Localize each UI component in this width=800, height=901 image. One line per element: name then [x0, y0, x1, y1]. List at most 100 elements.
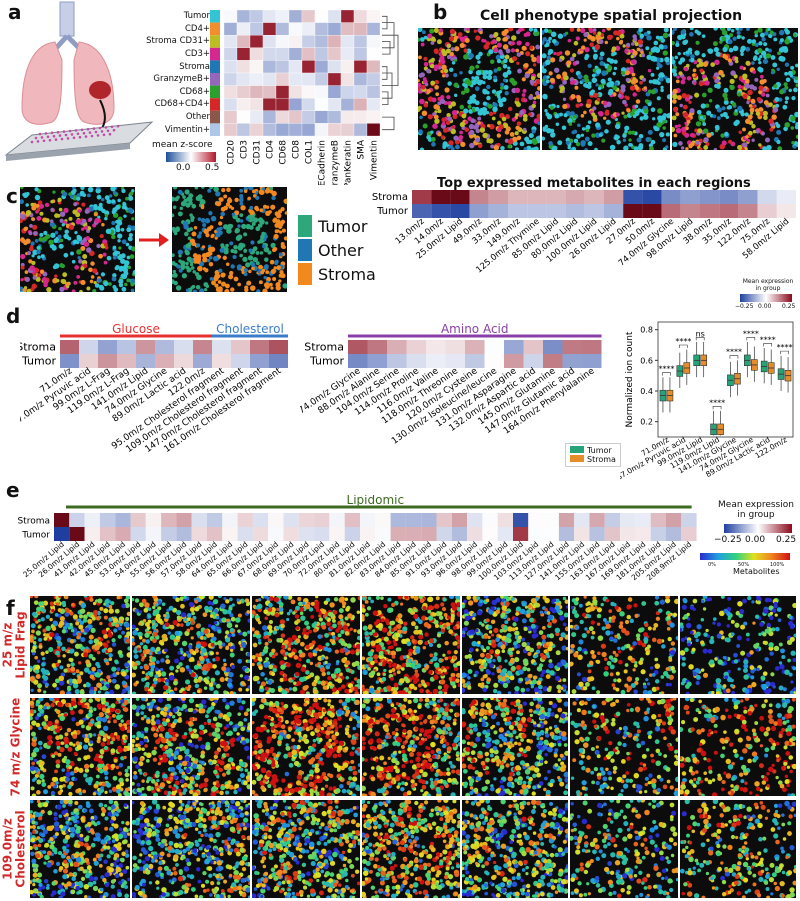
cell-dot [77, 675, 82, 679]
cell-dot [185, 686, 189, 690]
cell-dot [583, 110, 587, 115]
c-heat-cell [508, 190, 528, 204]
d-heat-cell [445, 354, 465, 368]
cell-dot [614, 123, 621, 130]
cell-dot [246, 652, 250, 657]
cell-dot [350, 686, 355, 691]
cell-dot [239, 674, 244, 678]
phenotype-heat-cell [353, 10, 368, 23]
cell-dot [304, 620, 310, 626]
box-significance: **** [726, 348, 742, 357]
cell-dot [592, 106, 597, 111]
cell-dot [248, 269, 252, 274]
cell-dot [112, 255, 117, 260]
cell-dot [264, 616, 269, 621]
cell-dot [456, 611, 460, 617]
cell-dot [649, 146, 654, 150]
cell-dot [486, 646, 490, 650]
cell-dot [663, 28, 669, 33]
cell-dot [454, 139, 460, 145]
cell-dot [750, 98, 756, 104]
cell-dot [72, 209, 78, 215]
cell-dot [506, 670, 513, 677]
cell-dot [727, 39, 733, 45]
cell-dot [620, 70, 626, 76]
cell-dot [576, 95, 582, 100]
cell-dot [364, 612, 369, 617]
cell-dot [208, 211, 213, 216]
cell-dot [214, 670, 221, 676]
cell-dot [515, 112, 519, 117]
cell-dot [500, 82, 505, 87]
cell-dot [550, 31, 557, 38]
cell-dot [778, 55, 784, 62]
phenotype-heat-cell [366, 85, 381, 99]
cell-dot [249, 205, 254, 210]
cell-dot [116, 220, 123, 226]
cell-dot [296, 680, 302, 686]
cell-dot [526, 626, 532, 632]
cell-dot [591, 77, 598, 84]
cell-dot [486, 670, 491, 675]
cell-dot [450, 128, 457, 135]
cell-dot [522, 127, 527, 132]
metab-cb-title: Metabolites [733, 567, 780, 576]
cell-dot [740, 45, 746, 51]
cell-dot [576, 133, 581, 139]
cell-dot [542, 93, 548, 100]
cell-dot [222, 658, 227, 662]
phenotype-row-label: Vimentin+ [164, 124, 210, 135]
cell-dot [507, 41, 512, 45]
cell-dot [694, 92, 700, 98]
cell-dot [37, 610, 41, 615]
cell-dot [165, 659, 171, 665]
cell-dot [233, 245, 238, 250]
cell-dot [544, 597, 550, 604]
cell-dot [73, 280, 78, 285]
cell-dot [82, 618, 88, 623]
cell-dot [220, 272, 226, 278]
e-heat-cell [237, 513, 253, 527]
cell-dot [220, 243, 225, 248]
cell-dot [790, 115, 796, 122]
cell-dot [222, 224, 229, 230]
cell-dot [91, 657, 96, 661]
cell-dot [59, 286, 65, 292]
cell-dot [694, 50, 700, 56]
cell-dot [593, 53, 598, 59]
cell-dot [89, 674, 95, 679]
cell-dot [561, 645, 567, 651]
cell-dot [103, 633, 109, 639]
cell-dot [502, 44, 509, 50]
cell-dot [292, 686, 298, 692]
cell-dot [115, 671, 120, 675]
d-heat-cell [445, 340, 465, 354]
cell-dot [777, 51, 781, 56]
cell-dot [482, 88, 487, 93]
cell-dot [114, 250, 119, 255]
cell-dot [430, 659, 434, 663]
cell-dot [388, 664, 392, 668]
phenotype-heat-cell [249, 123, 264, 137]
cell-dot [568, 122, 573, 126]
cell-dot [260, 651, 265, 656]
cell-dot [696, 31, 702, 36]
phenotype-row-label: CD68+CD4+ [154, 99, 210, 110]
cell-dot [501, 116, 507, 122]
cell-dot [304, 604, 311, 610]
cell-dot [161, 633, 168, 640]
cell-dot [509, 658, 515, 664]
cell-dot [532, 100, 537, 105]
c-heat-cell [661, 204, 681, 218]
cell-dot [574, 85, 579, 90]
cell-dot [255, 250, 260, 255]
cell-dot [80, 187, 85, 191]
cell-dot [44, 202, 50, 208]
cell-dot [570, 93, 576, 100]
cell-dot [31, 260, 36, 266]
phenotype-heat-cell [327, 35, 342, 48]
cell-dot [623, 114, 628, 119]
cell-dot [83, 596, 88, 598]
cell-dot [24, 276, 30, 283]
cell-dot [456, 644, 460, 649]
